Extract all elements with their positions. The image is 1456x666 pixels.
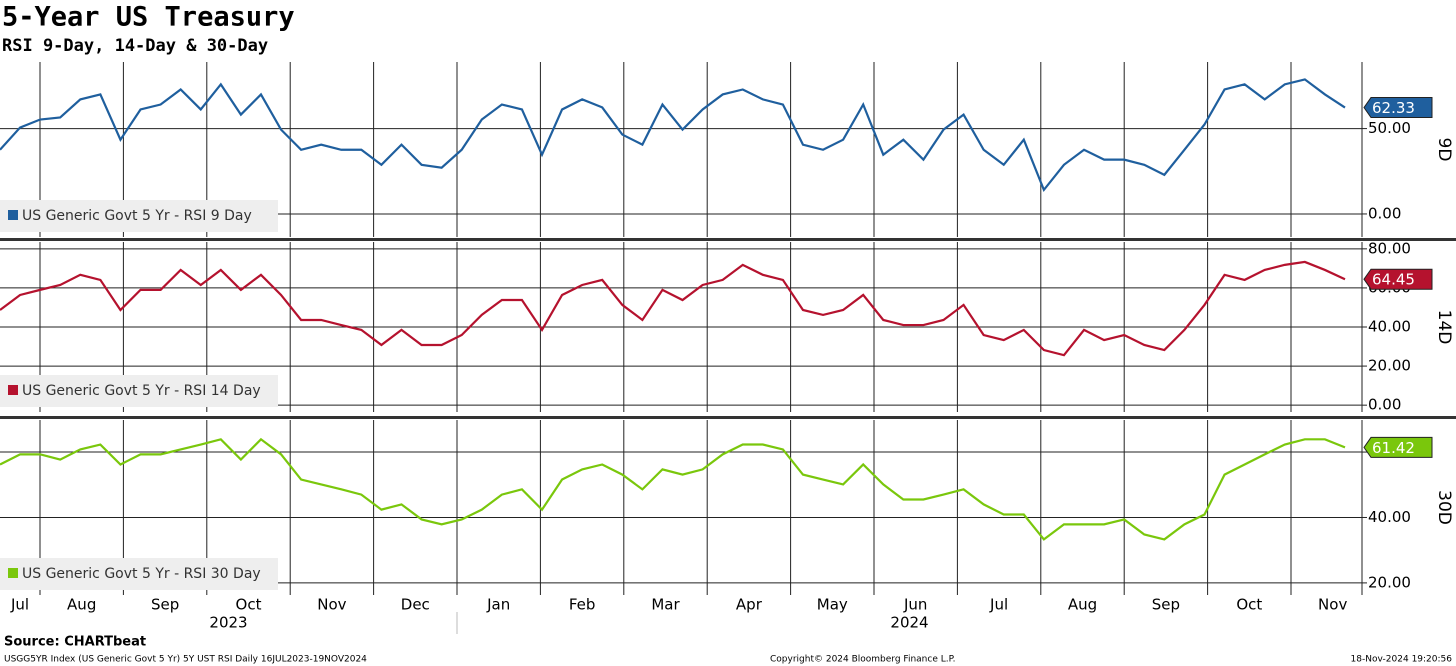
year-label: 2024 bbox=[890, 614, 928, 632]
x-tick-label: May bbox=[817, 596, 848, 614]
last-value-tag bbox=[1363, 268, 1433, 290]
x-tick-label: Sep bbox=[1152, 596, 1180, 614]
last-value-label: 61.42 bbox=[1372, 439, 1415, 457]
x-tick-label: Jul bbox=[989, 596, 1008, 614]
legend-label: US Generic Govt 5 Yr - RSI 9 Day bbox=[22, 208, 252, 224]
x-tick-label: Oct bbox=[236, 596, 262, 614]
x-tick-label: Nov bbox=[1318, 596, 1347, 614]
legend-box bbox=[0, 558, 278, 590]
legend-swatch bbox=[8, 210, 18, 220]
x-tick-label: Jan bbox=[486, 596, 510, 614]
source: Source: CHARTbeat bbox=[4, 635, 146, 650]
series-line bbox=[0, 437, 1346, 541]
y-tick-label: 20.00 bbox=[1368, 573, 1411, 591]
x-tick-label: Aug bbox=[67, 596, 96, 614]
ticker: USGG5YR Index (US Generic Govt 5 Yr) 5Y … bbox=[4, 655, 367, 665]
chart-title: 5-Year US Treasury bbox=[2, 2, 295, 33]
last-value-tag bbox=[1363, 97, 1433, 119]
series-line bbox=[0, 260, 1346, 357]
y-tick-label: 0.00 bbox=[1368, 204, 1401, 222]
legend-swatch bbox=[8, 385, 18, 395]
timestamp: 18-Nov-2024 19:20:56 bbox=[1351, 655, 1453, 665]
x-tick-label: Aug bbox=[1068, 596, 1097, 614]
legend-label: US Generic Govt 5 Yr - RSI 14 Day bbox=[22, 383, 261, 399]
last-value-label: 64.45 bbox=[1372, 271, 1415, 289]
copyright: Copyright© 2024 Bloomberg Finance L.P. bbox=[770, 655, 955, 665]
series-line bbox=[0, 78, 1346, 193]
x-tick-label: Apr bbox=[736, 596, 763, 614]
x-tick-label: Feb bbox=[569, 596, 596, 614]
x-tick-label: Sep bbox=[151, 596, 179, 614]
y-tick-label: 80.00 bbox=[1368, 239, 1411, 257]
x-tick-label: Oct bbox=[1236, 596, 1262, 614]
y-tick-label: 40.00 bbox=[1368, 508, 1411, 526]
y-axis-label: 14D bbox=[1434, 310, 1454, 345]
y-axis-label: 30D bbox=[1434, 490, 1454, 525]
year-label: 2023 bbox=[209, 614, 247, 632]
legend-box bbox=[0, 375, 278, 407]
y-tick-label: 0.00 bbox=[1368, 396, 1401, 414]
chart-subtitle: RSI 9-Day, 14-Day & 30-Day bbox=[2, 36, 268, 56]
y-tick-label: 50.00 bbox=[1368, 119, 1411, 137]
legend-label: US Generic Govt 5 Yr - RSI 30 Day bbox=[22, 566, 261, 582]
y-tick-label: 40.00 bbox=[1368, 318, 1411, 336]
x-tick-label: Mar bbox=[651, 596, 680, 614]
y-tick-label: 20.00 bbox=[1368, 357, 1411, 375]
last-value-label: 62.33 bbox=[1372, 99, 1415, 117]
x-tick-label: Nov bbox=[317, 596, 346, 614]
x-tick-label: Jul bbox=[10, 596, 29, 614]
last-value-tag bbox=[1363, 436, 1433, 458]
x-tick-label: Jun bbox=[903, 596, 927, 614]
y-axis-label: 9D bbox=[1434, 138, 1454, 162]
legend-box bbox=[0, 200, 278, 232]
x-tick-label: Dec bbox=[401, 596, 430, 614]
legend-swatch bbox=[8, 568, 18, 578]
